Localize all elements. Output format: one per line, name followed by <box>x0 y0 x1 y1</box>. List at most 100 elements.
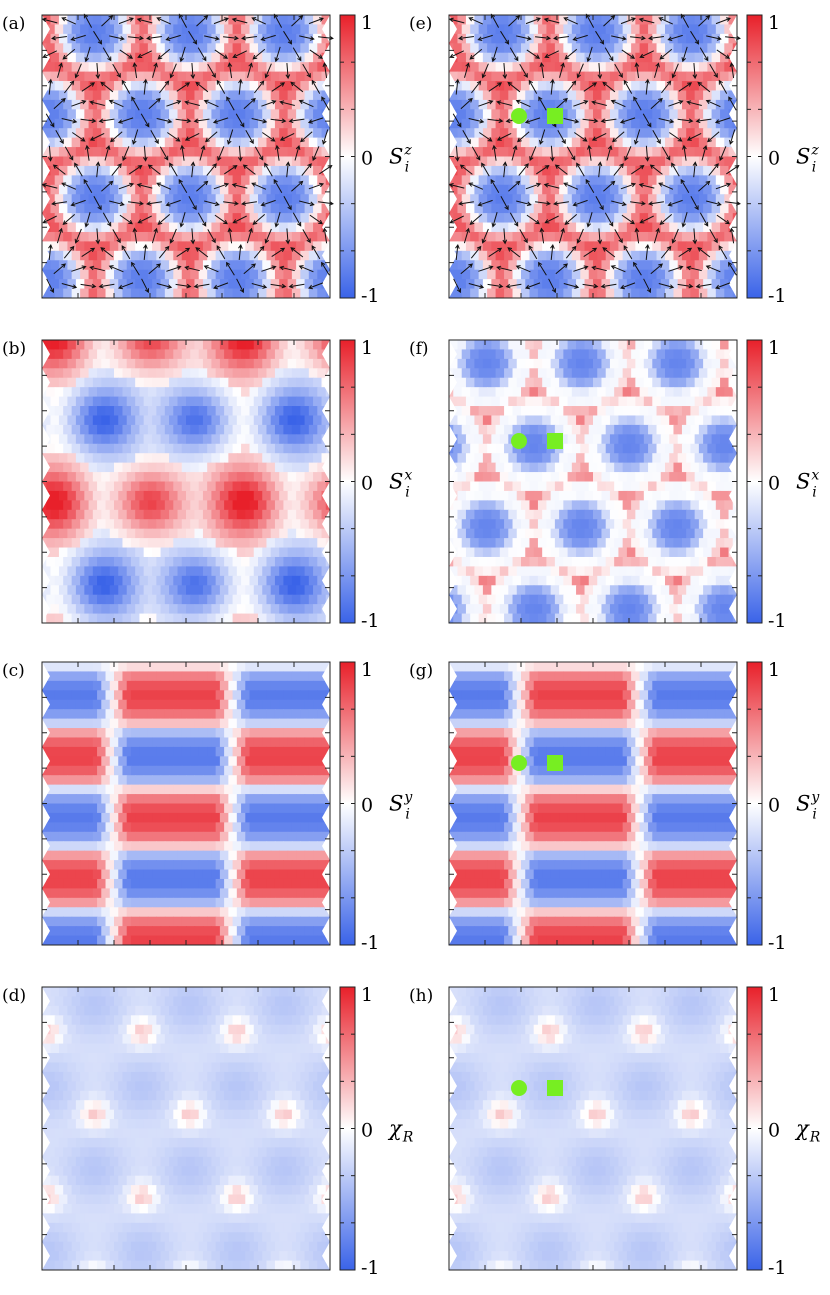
heatmap-cell <box>130 538 141 549</box>
heatmap-cell <box>71 1147 81 1158</box>
heatmap-cell <box>279 279 289 290</box>
heatmap-cell <box>253 222 263 233</box>
heatmap-cell <box>580 99 590 110</box>
heatmap-cell <box>219 415 229 426</box>
heatmap-cell <box>109 812 119 823</box>
heatmap-cell <box>84 907 94 918</box>
heatmap-cell <box>258 594 268 605</box>
heatmap-cell <box>75 662 85 673</box>
heatmap-cell <box>207 1109 217 1120</box>
heatmap-cell <box>304 662 314 673</box>
heatmap-cell <box>224 368 234 379</box>
heatmap-cell <box>160 718 170 729</box>
heatmap-cell <box>118 358 128 369</box>
heatmap-cell <box>215 406 225 417</box>
heatmap-cell <box>122 1090 132 1101</box>
heatmap-cell <box>186 888 196 899</box>
heatmap-cell <box>449 33 450 44</box>
heatmap-cell <box>211 260 221 271</box>
heatmap-cell <box>291 1034 301 1045</box>
heatmap-cell <box>105 62 115 73</box>
heatmap-cell <box>190 406 200 417</box>
heatmap-cell <box>279 90 289 101</box>
heatmap-cell <box>253 203 263 214</box>
heatmap-cell <box>122 288 132 298</box>
heatmap-cell <box>253 340 263 351</box>
heatmap-cell <box>198 1203 208 1214</box>
heatmap-cell <box>147 1109 157 1120</box>
heatmap-cell <box>232 424 242 435</box>
heatmap-cell <box>177 1137 187 1148</box>
heatmap-cell <box>245 547 255 558</box>
heatmap-cell <box>291 897 301 908</box>
heatmap-cell <box>42 888 43 899</box>
spin-arrow <box>108 99 124 108</box>
heatmap-cell <box>177 831 187 842</box>
heatmap-cell <box>270 528 280 539</box>
heatmap-cell <box>253 1024 263 1035</box>
heatmap-cell <box>241 709 251 720</box>
heatmap-cell <box>228 850 238 861</box>
heatmap-cell <box>67 509 77 520</box>
heatmap-cell <box>92 147 102 158</box>
heatmap-cell <box>186 1213 196 1224</box>
heatmap-cell <box>202 358 213 369</box>
heatmap-cell <box>169 1194 179 1205</box>
heatmap-cell <box>504 24 514 35</box>
heatmap-cell <box>321 203 330 214</box>
heatmap-cell <box>186 203 196 214</box>
spin-arrow <box>302 63 311 78</box>
heatmap-cell <box>67 358 77 369</box>
spin-arrow <box>41 183 58 189</box>
heatmap-cell <box>177 662 187 673</box>
heatmap-cell <box>487 24 497 35</box>
heatmap-cell <box>50 490 60 501</box>
heatmap-cell <box>202 33 213 44</box>
heatmap-cell <box>291 1071 301 1082</box>
heatmap-cell <box>317 784 327 795</box>
spin-arrow <box>190 228 196 245</box>
heatmap-cell <box>287 1137 297 1148</box>
heatmap-cell <box>215 194 225 205</box>
heatmap-cell <box>253 680 263 691</box>
heatmap-cell <box>181 250 191 261</box>
heatmap-cell <box>198 613 208 623</box>
heatmap-cell <box>207 765 217 776</box>
heatmap-cell <box>71 690 81 701</box>
heatmap-cell <box>46 1015 56 1026</box>
heatmap-cell <box>605 81 615 92</box>
heatmap-cell <box>215 671 225 682</box>
heatmap-cell <box>88 594 98 605</box>
heatmap-cell <box>681 62 692 73</box>
heatmap-cell <box>67 1024 77 1035</box>
heatmap-cell <box>58 1194 69 1205</box>
heatmap-cell <box>262 260 272 271</box>
heatmap-cell <box>50 756 60 767</box>
heatmap-cell <box>169 604 179 615</box>
heatmap-cell <box>84 1194 94 1205</box>
heatmap-cell <box>84 1024 94 1035</box>
heatmap-cell <box>42 662 43 673</box>
panel-label: (d) <box>2 986 26 1006</box>
heatmap-cell <box>118 52 128 63</box>
heatmap-cell <box>449 90 459 101</box>
heatmap-cell <box>274 406 285 417</box>
heatmap-cell <box>262 566 272 577</box>
heatmap-cell <box>453 43 463 54</box>
heatmap-cell <box>46 118 56 129</box>
heatmap-cell <box>287 90 297 101</box>
heatmap-cell <box>126 509 136 520</box>
heatmap-cell <box>118 453 128 464</box>
heatmap-cell <box>313 1062 323 1073</box>
heatmap-cell <box>258 935 268 945</box>
heatmap-cell <box>241 841 251 852</box>
heatmap-cell <box>118 340 128 351</box>
heatmap-cell <box>135 109 145 120</box>
heatmap-cell <box>75 585 85 596</box>
heatmap-cell <box>135 434 145 445</box>
heatmap-cell <box>42 831 52 842</box>
heatmap-cell <box>198 24 208 35</box>
heatmap-cell <box>139 1166 149 1177</box>
heatmap-cell <box>228 472 238 483</box>
heatmap-cell <box>245 737 255 748</box>
